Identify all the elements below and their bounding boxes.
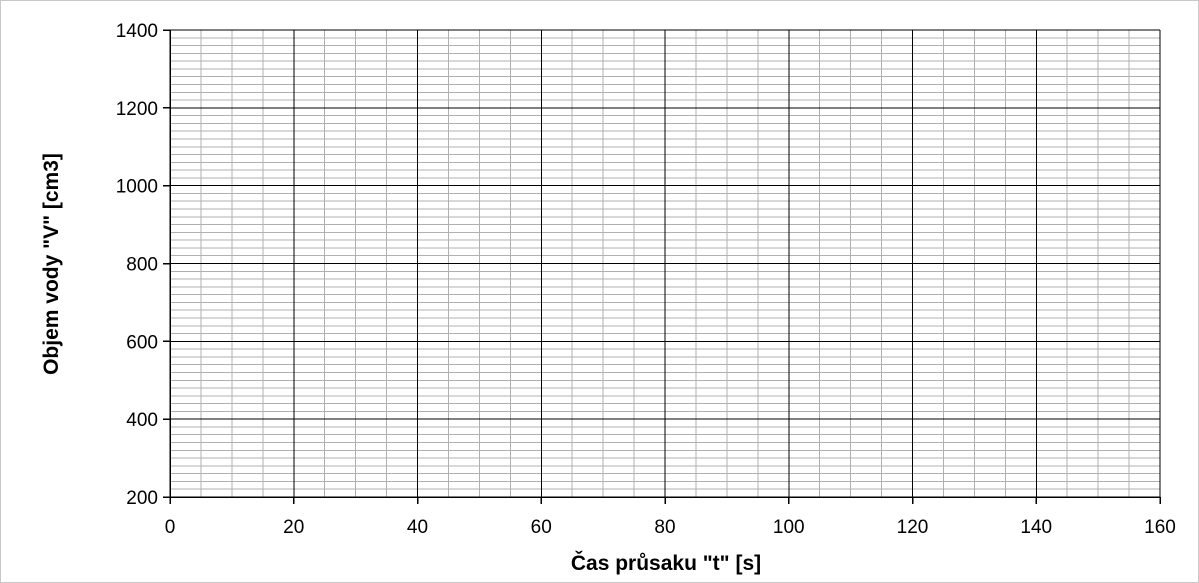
y-tick-label: 800 <box>126 255 158 276</box>
x-tick-labels: 0 20 40 60 80 100 120 140 160 <box>165 517 1176 538</box>
x-tick-label: 160 <box>1144 517 1176 538</box>
x-tick-label: 100 <box>773 517 805 538</box>
axes <box>163 29 1161 504</box>
x-tick-label: 80 <box>654 517 675 538</box>
x-tick-label: 140 <box>1020 517 1052 538</box>
y-tick-label: 200 <box>126 488 158 509</box>
y-tick-label: 1200 <box>116 99 158 120</box>
y-axis-title: Objem vody "V" [cm3] <box>40 153 63 375</box>
y-tick-label: 1400 <box>116 21 158 42</box>
x-tick-label: 120 <box>897 517 929 538</box>
y-tick-label: 400 <box>126 410 158 431</box>
x-tick-label: 20 <box>283 517 304 538</box>
major-grid <box>170 29 1161 497</box>
x-tick-label: 0 <box>165 517 176 538</box>
y-tick-label: 1000 <box>116 177 158 198</box>
x-tick-label: 60 <box>531 517 552 538</box>
y-tick-labels: 200 400 600 800 1000 1200 1400 <box>116 21 158 509</box>
y-tick-label: 600 <box>126 332 158 353</box>
x-tick-label: 40 <box>407 517 428 538</box>
x-axis-title: Čas průsaku "t" [s] <box>571 551 761 575</box>
